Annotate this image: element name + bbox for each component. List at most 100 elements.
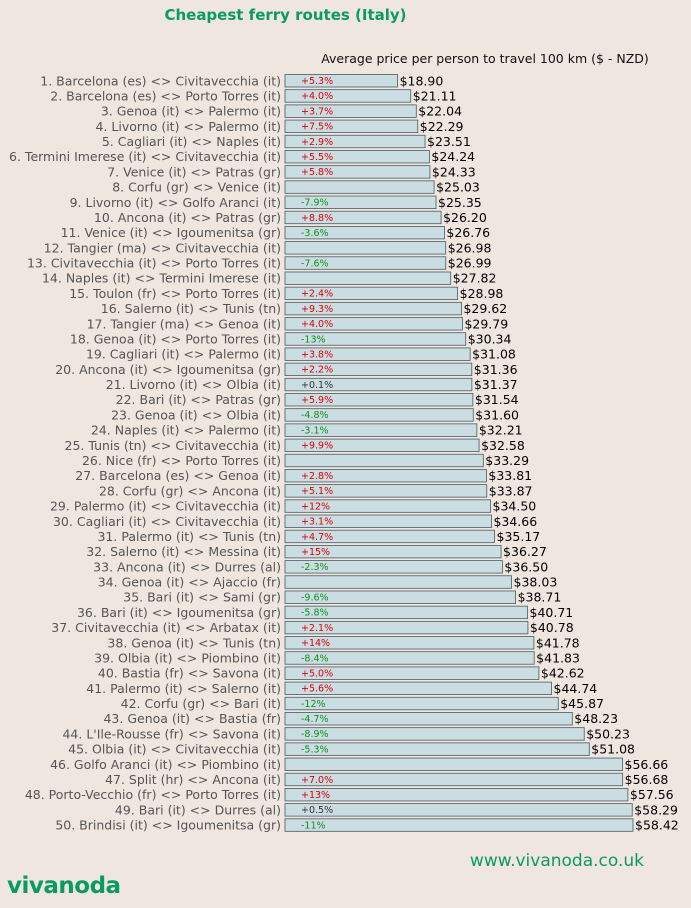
- value-label: $32.58: [481, 438, 525, 453]
- change-label: +4.0%: [301, 91, 333, 102]
- value-label: $22.29: [420, 119, 464, 134]
- vivanoda-logo[interactable]: vivanoda: [7, 873, 121, 899]
- value-label: $26.76: [446, 225, 490, 240]
- bar: [284, 301, 462, 316]
- route-label: 29. Palermo (it) <> Civitavecchia (it): [50, 499, 281, 514]
- value-label: $26.20: [443, 210, 487, 225]
- bar: [284, 210, 442, 225]
- route-label: 5. Cagliari (it) <> Naples (it): [102, 134, 281, 149]
- change-label: -12%: [301, 699, 326, 710]
- route-label: 30. Cagliari (it) <> Civitavecchia (it): [53, 514, 281, 529]
- route-label: 49. Bari (it) <> Durres (al): [115, 802, 281, 817]
- route-label: 50. Brindisi (it) <> Igoumenitsa (gr): [55, 818, 281, 833]
- change-label: +5.1%: [301, 486, 333, 497]
- change-label: +2.2%: [301, 365, 333, 376]
- value-label: $31.37: [474, 377, 518, 392]
- route-label: 10. Ancona (it) <> Patras (gr): [94, 210, 281, 225]
- bar: [284, 651, 535, 665]
- bar: [284, 788, 629, 802]
- bar: [284, 195, 437, 209]
- bar: [284, 803, 633, 817]
- bar: [284, 514, 492, 528]
- change-label: +2.9%: [301, 137, 333, 148]
- bar: [284, 453, 484, 468]
- change-label: +0.5%: [301, 805, 333, 816]
- change-label: +12%: [301, 501, 330, 512]
- change-label: +13%: [301, 790, 330, 801]
- value-label: $35.17: [497, 529, 541, 544]
- value-label: $57.56: [630, 787, 674, 802]
- bar: [284, 469, 487, 483]
- value-label: $33.87: [489, 483, 533, 498]
- value-label: $56.68: [625, 772, 669, 787]
- route-label: 2. Barcelona (es) <> Porto Torres (it): [50, 88, 281, 103]
- bar: [284, 696, 559, 711]
- change-label: -7.6%: [301, 258, 329, 269]
- bar: [284, 727, 585, 741]
- value-label: $24.33: [432, 164, 476, 179]
- bar: [284, 742, 590, 756]
- change-label: +5.8%: [301, 167, 333, 178]
- change-label: +0.1%: [301, 380, 333, 391]
- route-label: 14. Naples (it) <> Termini Imerese (it): [42, 271, 281, 286]
- route-label: 39. Olbia (it) <> Piombino (it): [94, 650, 281, 665]
- route-label: 48. Porto-Vecchio (fr) <> Porto Torres (…: [25, 787, 281, 802]
- change-label: +7.5%: [301, 122, 333, 133]
- route-label: 31. Palermo (it) <> Tunis (tn): [97, 529, 281, 544]
- value-label: $26.99: [448, 256, 492, 271]
- bar: [284, 74, 398, 88]
- change-label: +5.6%: [301, 684, 333, 695]
- bar: [284, 256, 447, 270]
- route-label: 13. Civitavecchia (it) <> Porto Torres (…: [27, 256, 281, 271]
- route-label: 3. Genoa (it) <> Palermo (it): [101, 104, 281, 119]
- bar: [284, 757, 623, 771]
- value-label: $28.98: [460, 286, 504, 301]
- change-label: -4.7%: [301, 714, 329, 725]
- route-label: 20. Ancona (it) <> Igoumenitsa (gr): [55, 362, 281, 377]
- bar: [284, 620, 529, 635]
- bar: [284, 772, 624, 787]
- value-label: $36.27: [503, 544, 547, 559]
- route-label: 25. Tunis (tn) <> Civitavecchia (it): [65, 438, 282, 453]
- bar: [284, 575, 512, 589]
- change-label: +4.0%: [301, 319, 333, 330]
- change-label: -5.3%: [301, 744, 329, 755]
- bar: [284, 150, 430, 164]
- value-label: $50.23: [586, 726, 630, 741]
- bar: [284, 818, 634, 832]
- route-label: 47. Split (hr) <> Ancona (it): [105, 772, 281, 787]
- value-label: $40.78: [530, 620, 574, 635]
- route-label: 16. Salerno (it) <> Tunis (tn): [101, 301, 281, 316]
- change-label: +8.8%: [301, 213, 333, 224]
- change-label: +3.1%: [301, 517, 333, 528]
- change-label: +4.7%: [301, 532, 333, 543]
- route-label: 23. Genoa (it) <> Olbia (it): [111, 407, 281, 422]
- value-label: $58.29: [634, 802, 678, 817]
- website-link[interactable]: www.vivanoda.co.uk: [469, 851, 644, 871]
- value-label: $22.04: [418, 104, 462, 119]
- bar: [284, 180, 435, 194]
- bar: [284, 119, 419, 133]
- bar: [284, 666, 540, 680]
- route-label: 38. Genoa (it) <> Tunis (tn): [107, 635, 281, 650]
- route-label: 36. Bari (it) <> Igoumenitsa (gr): [77, 605, 281, 620]
- value-label: $21.11: [413, 88, 457, 103]
- value-label: $34.66: [493, 514, 537, 529]
- value-label: $41.83: [536, 650, 580, 665]
- value-label: $40.71: [530, 605, 574, 620]
- bar-chart: 1. Barcelona (es) <> Civitavecchia (it) $…: [9, 73, 679, 833]
- bar: [284, 393, 474, 407]
- change-label: -8.9%: [301, 729, 329, 740]
- change-label: -7.9%: [301, 198, 329, 209]
- route-label: 35. Bari (it) <> Sami (gr): [123, 590, 281, 605]
- route-label: 28. Corfu (gr) <> Ancona (it): [99, 483, 281, 498]
- bar: [284, 286, 459, 301]
- change-label: +2.1%: [301, 623, 333, 634]
- value-label: $44.74: [554, 681, 598, 696]
- route-label: 11. Venice (it) <> Igoumenitsa (gr): [61, 225, 281, 240]
- change-label: -3.6%: [301, 228, 329, 239]
- value-label: $38.71: [518, 590, 562, 605]
- change-label: +15%: [301, 547, 330, 558]
- change-label: +14%: [301, 638, 330, 649]
- change-label: +2.4%: [301, 289, 333, 300]
